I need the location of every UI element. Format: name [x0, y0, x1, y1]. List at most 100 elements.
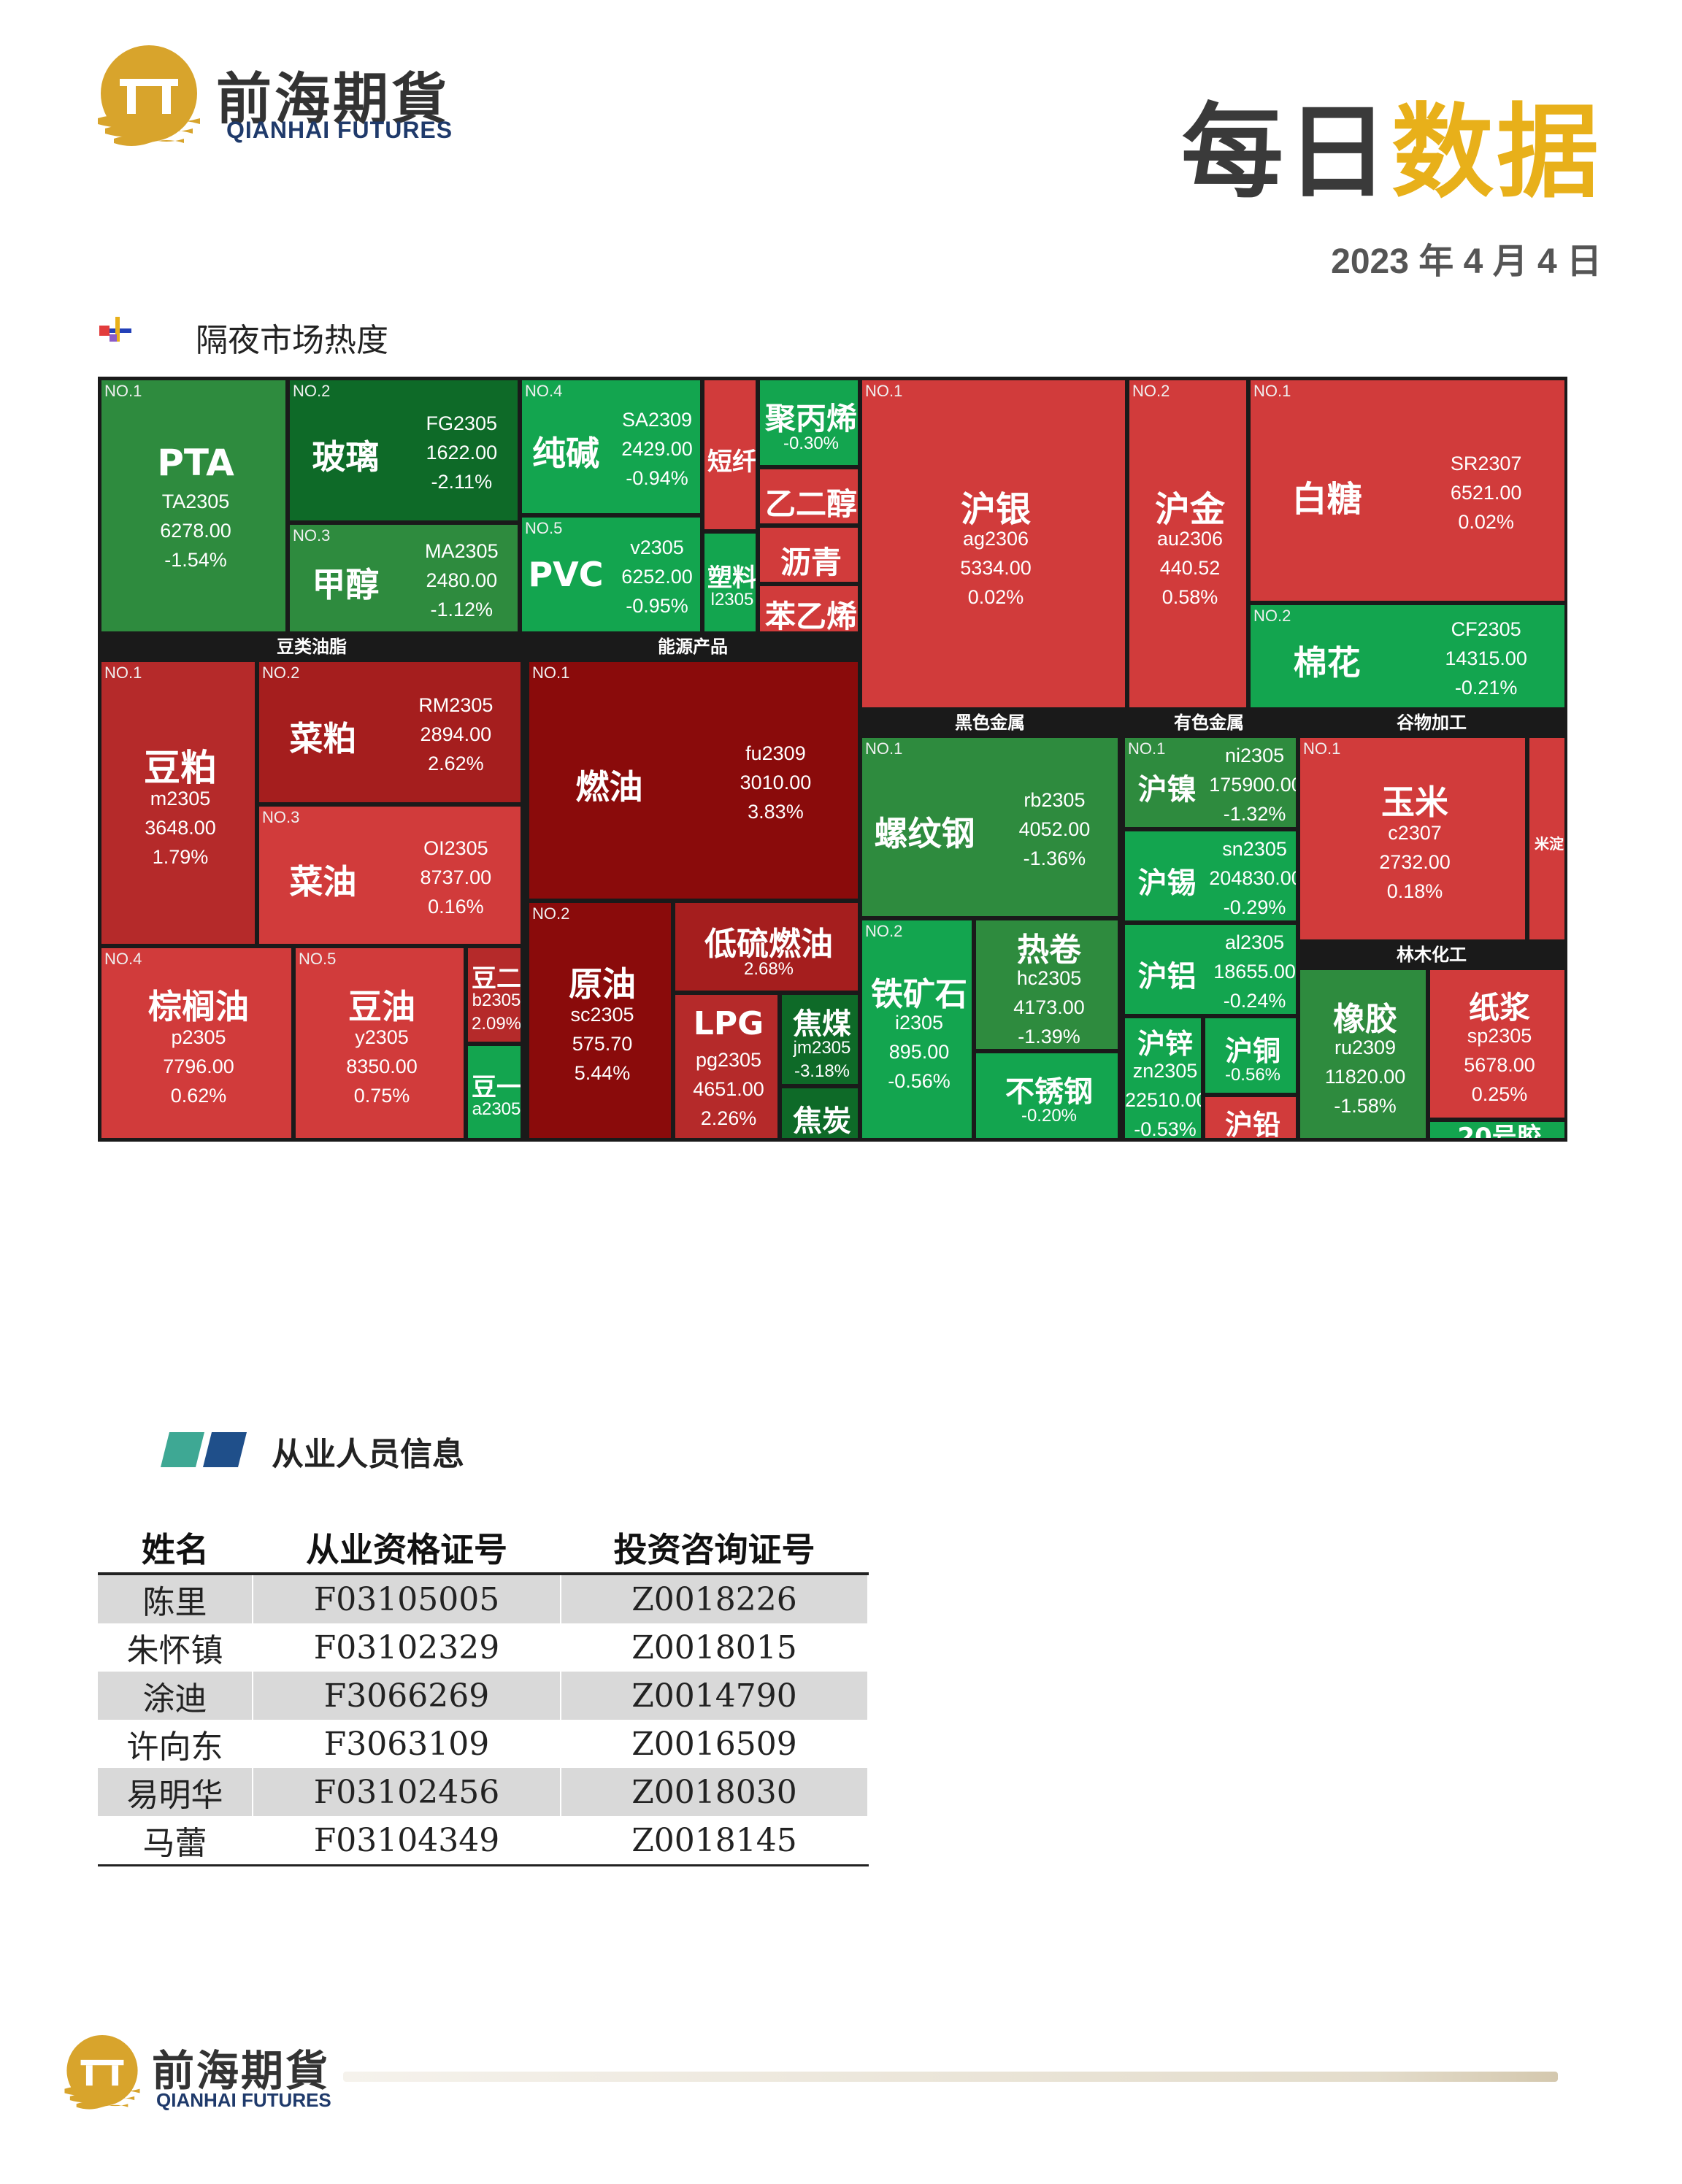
tile-code: OI2305 [423, 837, 488, 859]
heatmap-tile[interactable]: NO.3 菜油 OI2305 8737.00 0.16% [257, 804, 523, 946]
group-header: 能源产品 [527, 634, 859, 660]
tile-info: -0.30% [760, 432, 858, 455]
staff-info-table: 姓名 从业资格证号 投资咨询证号 陈里 F03105005 Z0018226 朱… [98, 1523, 869, 1866]
heatmap-tile[interactable]: 焦煤 jm2305 -3.18% [780, 993, 860, 1086]
heatmap-tile[interactable]: 不锈钢 -0.20% [974, 1051, 1120, 1140]
tile-price: 8350.00 [346, 1055, 418, 1077]
heatmap-tile[interactable]: 沪锌 zn2305 22510.00 -0.53% [1123, 1016, 1203, 1140]
tile-info: b2305 2.09% [468, 989, 522, 1036]
heatmap-tile[interactable]: NO.1 沪镍 ni2305 175900.00 -1.32% [1123, 736, 1298, 829]
tile-price: 204830.00 [1209, 867, 1298, 889]
tile-code: c2307 [1388, 821, 1442, 844]
heatmap-tile[interactable]: NO.3 甲醇 MA2305 2480.00 -1.12% [288, 523, 520, 634]
tile-info: TA2305 6278.00 -1.54% [101, 487, 285, 574]
heatmap-tile[interactable]: NO.1 沪银 ag2306 5334.00 0.02% [860, 378, 1127, 710]
tile-change: 1.79% [152, 846, 209, 869]
heatmap-tile[interactable]: NO.5 豆油 y2305 8350.00 0.75% [293, 946, 466, 1140]
tile-code: TA2305 [161, 491, 230, 513]
cell-qualification: F3066269 [253, 1672, 561, 1720]
heatmap-tile[interactable]: 塑料 l2305 [702, 531, 758, 634]
col-header-name: 姓名 [98, 1523, 253, 1575]
heatmap-tile[interactable]: LPG pg2305 4651.00 2.26% [673, 993, 780, 1140]
heatmap-tile[interactable]: 乙二醇 [758, 467, 860, 526]
section-stripes-icon [161, 1432, 247, 1467]
tile-change: -0.53% [1134, 1118, 1197, 1140]
heatmap-tile[interactable]: 沪铅 [1203, 1095, 1298, 1140]
tile-change: -0.30% [783, 434, 840, 454]
heatmap-tile[interactable]: NO.4 纯碱 SA2309 2429.00 -0.94% [520, 378, 702, 515]
col-header-qualification: 从业资格证号 [253, 1523, 561, 1575]
heatmap-tile[interactable]: NO.1 螺纹钢 rb2305 4052.00 -1.36% [860, 736, 1120, 918]
tile-name: 热卷 [1017, 931, 1081, 969]
heatmap-tile[interactable]: NO.1 白糖 SR2307 6521.00 0.02% [1248, 378, 1567, 603]
tile-name: LPG [693, 1004, 764, 1042]
tile-info: zn2305 22510.00 -0.53% [1125, 1056, 1201, 1140]
tile-price: 4173.00 [1013, 996, 1085, 1018]
tile-price: 2894.00 [420, 723, 492, 745]
heatmap-tile[interactable]: 低硫燃油 2.68% [673, 901, 860, 993]
tile-code: m2305 [150, 788, 211, 810]
tile-code: jm2305 [793, 1038, 851, 1058]
heatmap-tile[interactable]: 沪铜 -0.56% [1203, 1016, 1298, 1095]
tile-change: -1.12% [430, 599, 494, 620]
heatmap-tile[interactable]: NO.1 玉米 c2307 2732.00 0.18% [1298, 736, 1527, 942]
table-row: 马蕾 F03104349 Z0018145 [98, 1816, 869, 1866]
heatmap-tile[interactable]: NO.2 沪金 au2306 440.52 0.58% [1127, 378, 1248, 710]
tile-name: 低硫燃油 [704, 925, 833, 963]
tile-change: 0.02% [967, 586, 1024, 608]
tile-info: v2305 6252.00 -0.95% [610, 533, 700, 620]
heatmap-tile[interactable]: 豆一 a2305 [466, 1044, 523, 1140]
tile-rank: NO.4 [525, 382, 563, 400]
heatmap-tile[interactable]: NO.5 PVC v2305 6252.00 -0.95% [520, 515, 702, 634]
heatmap-tile[interactable]: 聚丙烯 -0.30% [758, 378, 860, 467]
tile-change: 2.26% [700, 1107, 757, 1129]
tile-rank: NO.2 [1253, 607, 1291, 625]
tile-code: al2305 [1225, 931, 1285, 953]
heatmap-tile[interactable]: NO.2 菜粕 RM2305 2894.00 2.62% [257, 660, 523, 804]
tile-price: 6278.00 [160, 520, 231, 542]
tile-change: 2.09% [471, 1014, 522, 1034]
heatmap-tile[interactable]: 沪锡 sn2305 204830.00 -0.29% [1123, 829, 1298, 923]
heatmap-tile[interactable]: 焦炭 [780, 1086, 860, 1140]
tile-info: ni2305 175900.00 -1.32% [1209, 741, 1296, 827]
tile-price: 4651.00 [693, 1077, 764, 1100]
heatmap-tile[interactable]: NO.2 铁矿石 i2305 895.00 -0.56% [860, 918, 974, 1140]
tile-info: 2.68% [675, 958, 858, 981]
tile-name: 燃油 [575, 767, 643, 807]
tile-info: SA2309 2429.00 -0.94% [610, 405, 700, 493]
tile-change: 0.16% [428, 896, 484, 918]
footer-divider [343, 2072, 1558, 2082]
heatmap-tile[interactable]: 沥青 [758, 526, 860, 584]
tile-code: CF2305 [1451, 618, 1521, 640]
heatmap-tile[interactable]: NO.2 原油 sc2305 575.70 5.44% [527, 901, 673, 1140]
tile-name: 沪铅 [1224, 1109, 1280, 1140]
heatmap-tile[interactable]: NO.2 玻璃 FG2305 1622.00 -2.11% [288, 378, 520, 523]
tile-name: 豆油 [348, 987, 415, 1027]
tile-price: 2480.00 [426, 569, 498, 591]
cell-name: 朱怀镇 [98, 1623, 253, 1672]
heatmap-tile[interactable]: 豆二 b2305 2.09% [466, 946, 523, 1044]
heatmap-tile[interactable]: 纸浆 sp2305 5678.00 0.25% [1428, 968, 1567, 1120]
heatmap-tile[interactable]: NO.2 棉花 CF2305 14315.00 -0.21% [1248, 603, 1567, 710]
heatmap-tile[interactable]: NO.1 PTA TA2305 6278.00 -1.54% [99, 378, 288, 634]
heatmap-tile[interactable]: 短纤 [702, 378, 758, 531]
heatmap-tile[interactable]: 苯乙烯 [758, 584, 860, 634]
heatmap-tile[interactable]: 20号胶 [1428, 1120, 1567, 1140]
tile-rank: NO.5 [299, 950, 337, 968]
tile-price: 3648.00 [145, 817, 216, 839]
heatmap-tile[interactable]: 热卷 hc2305 4173.00 -1.39% [974, 918, 1120, 1051]
cell-consult: Z0014790 [561, 1672, 869, 1720]
heatmap-tile[interactable]: NO.1 豆粕 m2305 3648.00 1.79% [99, 660, 257, 946]
footer-brand-en: QIANHAI FUTURES [156, 2089, 331, 2111]
heatmap-tile[interactable]: NO.4 棕榈油 p2305 7796.00 0.62% [99, 946, 293, 1140]
tile-info: a2305 [468, 1098, 521, 1121]
tile-change: -0.56% [1224, 1064, 1281, 1085]
tile-change: -0.94% [626, 467, 688, 489]
tile-info: al2305 18655.00 -0.24% [1209, 928, 1296, 1014]
heatmap-tile[interactable]: 米淀 [1527, 736, 1567, 942]
heatmap-tile[interactable]: 橡胶 ru2309 11820.00 -1.58% [1298, 968, 1428, 1140]
tile-info: y2305 8350.00 0.75% [296, 1023, 464, 1110]
heatmap-tile[interactable]: NO.1 燃油 fu2309 3010.00 3.83% [527, 660, 860, 901]
heatmap-tile[interactable]: 沪铝 al2305 18655.00 -0.24% [1123, 923, 1298, 1016]
cell-name: 涂迪 [98, 1672, 253, 1720]
